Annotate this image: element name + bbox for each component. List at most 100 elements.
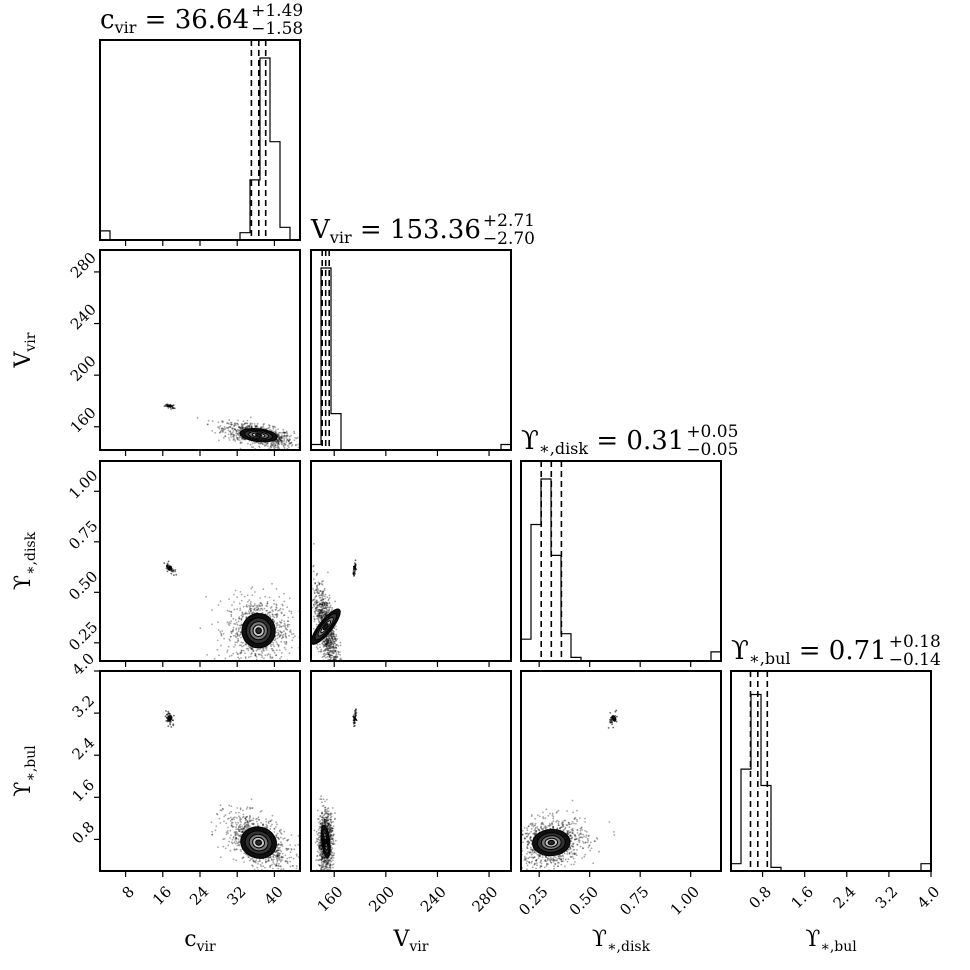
sample-point — [261, 651, 263, 653]
sample-point — [237, 634, 239, 636]
sample-point — [321, 610, 323, 612]
sample-point — [278, 645, 280, 647]
sample-point — [233, 425, 235, 427]
sample-point — [328, 662, 330, 664]
sample-point — [293, 848, 295, 850]
sample-point — [355, 559, 357, 561]
sample-point — [237, 638, 239, 640]
sample-point — [231, 819, 233, 821]
sample-point — [243, 650, 245, 652]
sample-point — [329, 597, 331, 599]
sample-point — [314, 590, 316, 592]
sample-point — [229, 640, 231, 642]
sample-point — [284, 643, 286, 645]
sample-point — [235, 841, 237, 843]
sample-point — [332, 843, 334, 845]
sample-point — [287, 861, 289, 863]
sample-point — [277, 843, 279, 845]
sample-point — [252, 611, 254, 613]
contour-level-5 — [325, 839, 327, 845]
sample-point — [253, 859, 255, 861]
sample-point — [317, 611, 319, 613]
sample-point — [297, 844, 299, 846]
sample-point — [330, 864, 332, 866]
sample-point — [240, 657, 242, 659]
sample-point — [275, 826, 277, 828]
sample-point — [320, 823, 322, 825]
sample-point — [275, 857, 277, 859]
sample-point — [316, 840, 318, 842]
sample-point — [257, 423, 259, 425]
sample-point — [317, 818, 319, 820]
sample-point — [289, 857, 291, 859]
sample-point — [283, 438, 285, 440]
sample-point — [261, 604, 263, 606]
sample-point — [285, 441, 287, 443]
hist-bar — [551, 555, 561, 661]
sample-point — [354, 713, 356, 715]
sample-point — [327, 810, 329, 812]
sample-point — [324, 878, 326, 880]
sample-point — [219, 818, 221, 820]
sample-point — [258, 604, 260, 606]
sample-point — [333, 658, 335, 660]
sample-point — [331, 831, 333, 833]
sample-point — [236, 423, 238, 425]
sample-point — [297, 835, 299, 837]
sample-point — [256, 867, 258, 869]
sample-point — [250, 610, 252, 612]
sample-point — [328, 643, 330, 645]
sample-point — [287, 880, 289, 882]
sample-point — [163, 562, 165, 564]
sample-point — [301, 647, 303, 649]
sample-point — [239, 625, 241, 627]
hist-bar — [100, 231, 110, 240]
sample-point — [280, 837, 282, 839]
sample-point — [227, 844, 229, 846]
sample-point — [319, 644, 321, 646]
sample-point — [251, 594, 253, 596]
sample-point — [323, 607, 325, 609]
sample-point — [281, 652, 283, 654]
sample-point — [326, 611, 328, 613]
sample-point — [291, 834, 293, 836]
sample-point — [327, 808, 329, 810]
sample-point — [251, 446, 253, 448]
sample-point — [264, 596, 266, 598]
sample-point — [512, 826, 514, 828]
sample-point — [221, 427, 223, 429]
sample-point — [581, 826, 583, 828]
sample-point — [234, 440, 236, 442]
sample-point — [165, 715, 167, 717]
sample-point — [256, 668, 258, 670]
sample-point — [275, 821, 277, 823]
sample-point — [243, 861, 245, 863]
sample-point — [277, 630, 279, 632]
sample-point — [238, 627, 240, 629]
sample-point — [248, 453, 250, 455]
sample-point — [331, 664, 333, 666]
sample-point — [274, 617, 276, 619]
sample-point — [220, 856, 222, 858]
sample-point — [264, 608, 266, 610]
sample-point — [308, 613, 310, 615]
sample-point — [234, 816, 236, 818]
sample-point — [235, 435, 237, 437]
sample-point — [526, 827, 528, 829]
sample-point — [269, 654, 271, 656]
sample-point — [232, 629, 234, 631]
sample-point — [263, 427, 265, 429]
sample-point — [291, 639, 293, 641]
sample-point — [273, 646, 275, 648]
sample-point — [275, 603, 277, 605]
sample-point — [250, 601, 252, 603]
sample-point — [236, 831, 238, 833]
sample-point — [281, 856, 283, 858]
sample-point — [171, 407, 173, 409]
density-Y_disk-vs-V_vir — [307, 543, 357, 697]
sample-point — [173, 574, 175, 576]
sample-point — [278, 865, 280, 867]
sample-point — [230, 623, 232, 625]
sample-point — [230, 834, 232, 836]
sample-point — [243, 606, 245, 608]
